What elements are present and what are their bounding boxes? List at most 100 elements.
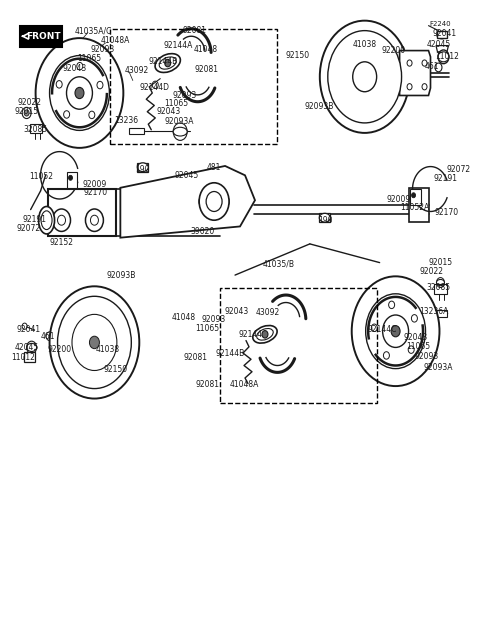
Circle shape (81, 307, 86, 314)
Circle shape (436, 278, 444, 288)
Text: 92150: 92150 (286, 51, 310, 60)
Text: 461: 461 (424, 62, 439, 71)
Text: 13236: 13236 (114, 116, 138, 125)
Circle shape (66, 352, 72, 359)
Circle shape (408, 346, 414, 353)
Text: 39020: 39020 (190, 227, 215, 236)
Text: 92150: 92150 (104, 366, 128, 374)
Text: 92093A: 92093A (164, 117, 194, 126)
Text: 32085: 32085 (24, 125, 48, 134)
Text: 92144B: 92144B (148, 58, 178, 66)
Text: 11065: 11065 (78, 54, 102, 63)
Text: 32085: 32085 (426, 283, 450, 292)
Circle shape (173, 123, 187, 141)
Text: 11012: 11012 (435, 52, 459, 61)
Text: 190: 190 (318, 216, 333, 225)
Circle shape (422, 60, 427, 66)
Text: 41035/B: 41035/B (263, 259, 295, 268)
Circle shape (102, 370, 108, 378)
Circle shape (206, 191, 222, 211)
Circle shape (52, 209, 70, 231)
Text: FRONT: FRONT (26, 32, 60, 41)
Circle shape (50, 56, 110, 131)
Circle shape (97, 81, 103, 89)
Text: 41048A: 41048A (100, 36, 130, 45)
Text: 92022: 92022 (420, 267, 444, 276)
Circle shape (390, 47, 398, 57)
Text: 11065: 11065 (164, 99, 188, 108)
Text: 92043: 92043 (404, 333, 427, 342)
Circle shape (262, 331, 268, 338)
Polygon shape (436, 46, 448, 52)
Text: 92093A: 92093A (424, 363, 453, 372)
Text: 92041: 92041 (16, 326, 40, 334)
Text: 41048A: 41048A (230, 380, 258, 389)
Bar (320, 213, 330, 222)
Circle shape (22, 107, 31, 119)
Circle shape (84, 329, 106, 356)
Circle shape (328, 31, 402, 123)
Text: 42045: 42045 (14, 343, 38, 352)
FancyBboxPatch shape (20, 26, 61, 47)
Text: 92200: 92200 (382, 46, 406, 55)
Ellipse shape (199, 190, 229, 213)
Text: 92081: 92081 (183, 353, 207, 362)
Circle shape (26, 341, 36, 354)
Ellipse shape (390, 49, 399, 55)
Text: 92191: 92191 (434, 174, 458, 183)
Bar (110, 29, 278, 144)
Text: 92144: 92144 (239, 330, 263, 339)
Text: 41038: 41038 (352, 40, 376, 49)
Text: 42045: 42045 (426, 40, 450, 49)
Ellipse shape (26, 343, 36, 351)
Text: 92072: 92072 (16, 224, 40, 233)
Bar (138, 163, 148, 172)
Circle shape (56, 342, 64, 352)
Circle shape (66, 77, 92, 109)
Ellipse shape (438, 52, 449, 62)
Text: 92093: 92093 (91, 46, 115, 54)
Circle shape (36, 38, 124, 148)
Ellipse shape (38, 206, 54, 234)
Text: 41048: 41048 (194, 46, 218, 54)
Text: 92170: 92170 (84, 188, 108, 198)
Text: 11065: 11065 (406, 342, 430, 351)
Text: 92093B: 92093B (106, 271, 136, 279)
Ellipse shape (41, 211, 52, 229)
Circle shape (435, 63, 442, 72)
Text: 92093: 92093 (202, 316, 226, 324)
Circle shape (75, 88, 84, 99)
Circle shape (352, 62, 376, 92)
Bar (437, 31, 447, 38)
Text: 92015: 92015 (428, 258, 452, 267)
Circle shape (46, 332, 53, 341)
Text: 92144A: 92144A (164, 41, 193, 50)
Text: 92093: 92093 (172, 91, 197, 100)
Circle shape (388, 301, 394, 309)
Text: 41038: 41038 (96, 346, 120, 354)
Text: 190: 190 (136, 164, 150, 174)
Text: 43092: 43092 (256, 308, 280, 317)
Ellipse shape (173, 127, 187, 136)
Circle shape (407, 84, 412, 90)
Circle shape (86, 209, 103, 231)
Polygon shape (400, 51, 430, 96)
Bar (24, 352, 35, 362)
Ellipse shape (253, 326, 277, 343)
Circle shape (72, 314, 117, 371)
Text: 41048: 41048 (172, 313, 196, 322)
Circle shape (412, 314, 418, 322)
Circle shape (320, 21, 410, 133)
Circle shape (90, 215, 98, 225)
Circle shape (77, 62, 83, 70)
Text: 92081: 92081 (182, 26, 206, 35)
Circle shape (24, 110, 29, 116)
Text: 13236A: 13236A (419, 307, 448, 316)
Text: 92144D: 92144D (140, 84, 170, 92)
Text: F2240: F2240 (430, 21, 452, 27)
Circle shape (438, 50, 449, 64)
Circle shape (116, 326, 122, 333)
Text: 92081: 92081 (194, 65, 218, 74)
Ellipse shape (256, 329, 273, 340)
Text: 92093B: 92093B (304, 102, 334, 111)
